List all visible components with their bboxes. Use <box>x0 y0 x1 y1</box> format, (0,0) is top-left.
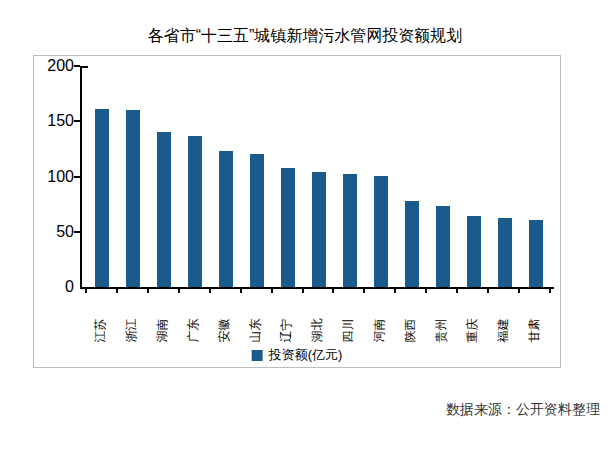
y-tick-label-100: 100 <box>34 168 74 186</box>
x-label-slot: 河南 <box>364 294 395 342</box>
bar-河南 <box>374 176 388 287</box>
y-tick-mark-50 <box>74 231 80 233</box>
x-axis-label-山东: 山东 <box>246 319 263 343</box>
x-tick-mark-6 <box>271 289 273 293</box>
legend-color-swatch <box>252 350 263 361</box>
x-label-slot: 甘肃 <box>519 294 550 342</box>
bar-山东 <box>250 154 264 287</box>
y-tick-label-0: 0 <box>34 278 74 296</box>
x-label-slot: 四川 <box>333 294 364 342</box>
x-label-slot: 山东 <box>239 294 270 342</box>
x-axis-labels: 江苏浙江湖南广东安徽山东辽宁湖北四川河南陕西贵州重庆福建甘肃 <box>84 294 550 342</box>
x-tick-mark-8 <box>332 289 334 293</box>
y-tick-label-200: 200 <box>34 57 74 75</box>
x-tick-mark-15 <box>549 289 551 293</box>
bar-陕西 <box>405 201 419 287</box>
x-tick-mark-2 <box>147 289 149 293</box>
x-label-slot: 辽宁 <box>270 294 301 342</box>
bar-辽宁 <box>281 168 295 287</box>
x-axis-label-河南: 河南 <box>371 319 388 343</box>
chart-title: 各省市“十三五”城镇新增污水管网投资额规划 <box>0 26 610 47</box>
bar-江苏 <box>95 109 109 287</box>
data-source-note: 数据来源：公开资料整理 <box>446 401 600 419</box>
x-tick-mark-4 <box>209 289 211 293</box>
x-label-slot: 陕西 <box>395 294 426 342</box>
y-tick-mark-100 <box>74 176 80 178</box>
x-tick-mark-14 <box>518 289 520 293</box>
bar-福建 <box>498 218 512 287</box>
x-tick-mark-5 <box>240 289 242 293</box>
x-axis-label-浙江: 浙江 <box>122 319 139 343</box>
y-axis-top-cap <box>80 66 88 68</box>
bar-浙江 <box>126 110 140 287</box>
x-label-slot: 安徽 <box>208 294 239 342</box>
x-axis-label-陕西: 陕西 <box>402 319 419 343</box>
x-label-slot: 湖南 <box>146 294 177 342</box>
bar-湖南 <box>157 132 171 287</box>
x-tick-mark-13 <box>487 289 489 293</box>
x-label-slot: 福建 <box>488 294 519 342</box>
x-tick-mark-7 <box>302 289 304 293</box>
x-label-slot: 湖北 <box>301 294 332 342</box>
x-axis-label-四川: 四川 <box>340 319 357 343</box>
bar-重庆 <box>467 216 481 287</box>
x-axis-label-甘肃: 甘肃 <box>526 319 543 343</box>
x-label-slot: 江苏 <box>84 294 115 342</box>
x-label-slot: 贵州 <box>426 294 457 342</box>
bar-湖北 <box>312 172 326 287</box>
y-tick-label-150: 150 <box>34 112 74 130</box>
x-label-slot: 浙江 <box>115 294 146 342</box>
x-axis-label-贵州: 贵州 <box>433 319 450 343</box>
y-tick-mark-150 <box>74 120 80 122</box>
y-tick-label-50: 50 <box>34 223 74 241</box>
x-axis-label-安徽: 安徽 <box>215 319 232 343</box>
x-tick-mark-11 <box>425 289 427 293</box>
x-axis-label-广东: 广东 <box>184 319 201 343</box>
bar-贵州 <box>436 206 450 287</box>
x-tick-mark-0 <box>85 289 87 293</box>
legend: 投资额(亿元) <box>252 346 343 364</box>
x-tick-mark-1 <box>116 289 118 293</box>
x-tick-mark-3 <box>178 289 180 293</box>
x-axis-label-福建: 福建 <box>495 319 512 343</box>
x-axis-label-湖北: 湖北 <box>308 319 325 343</box>
legend-label: 投资额(亿元) <box>269 346 343 364</box>
bar-广东 <box>188 136 202 287</box>
x-axis-label-重庆: 重庆 <box>464 319 481 343</box>
bar-四川 <box>343 174 357 287</box>
x-axis-label-湖南: 湖南 <box>153 319 170 343</box>
x-axis-label-江苏: 江苏 <box>91 319 108 343</box>
chart-frame: 0 50 100 150 200 江苏浙江湖南广东安徽山东辽宁湖北四川河南陕西贵州重庆福… <box>33 55 561 368</box>
plot-area <box>80 66 554 289</box>
x-tick-mark-10 <box>394 289 396 293</box>
bar-安徽 <box>219 151 233 287</box>
x-tick-mark-12 <box>456 289 458 293</box>
bars-container <box>86 66 552 287</box>
x-axis-label-辽宁: 辽宁 <box>277 319 294 343</box>
x-label-slot: 广东 <box>177 294 208 342</box>
x-tick-mark-9 <box>363 289 365 293</box>
bar-甘肃 <box>529 220 543 287</box>
x-label-slot: 重庆 <box>457 294 488 342</box>
